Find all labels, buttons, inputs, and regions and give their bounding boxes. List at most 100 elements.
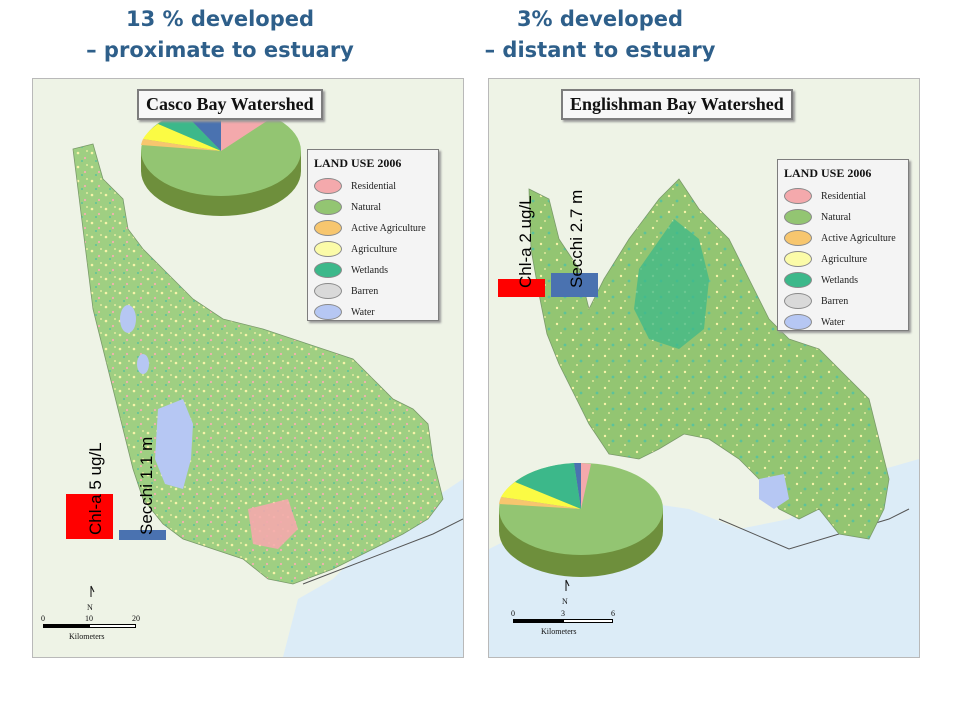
legend-item-natural: Natural (314, 199, 381, 215)
estuary-boundary-line (302, 518, 463, 585)
scale-tick-0: 0 (511, 609, 515, 618)
legend-label-water: Water (351, 306, 375, 318)
legend-item-barren: Barren (784, 293, 848, 309)
legend-label-natural: Natural (821, 211, 851, 223)
legend-swatch-natural (784, 209, 812, 225)
legend-swatch-barren (784, 293, 812, 309)
scale-bar: 0 10 20 Kilometers (41, 614, 151, 644)
pie-slice-active-agriculture (141, 139, 221, 151)
legend-item-agriculture: Agriculture (314, 241, 397, 257)
legend-label-residential: Residential (821, 190, 866, 202)
englishman-bay-map-panel: Englishman Bay Watershed LAND USE 2006 R… (488, 78, 920, 658)
legend-label-barren: Barren (351, 285, 379, 297)
pie-slice-wetlands (515, 463, 581, 509)
legend-item-agriculture: Agriculture (784, 251, 867, 267)
legend-item-residential: Residential (784, 188, 866, 204)
pie-slice-wetlands (158, 112, 221, 151)
bay-water (759, 474, 789, 509)
legend-label-active-agriculture: Active Agriculture (351, 222, 426, 234)
scale-tick-20: 20 (132, 614, 140, 623)
legend-label-agriculture: Agriculture (351, 243, 398, 255)
legend-item-residential: Residential (314, 178, 396, 194)
legend-swatch-residential (314, 178, 342, 194)
legend-title: LAND USE 2006 (784, 166, 872, 180)
left-heading: 13 % developed – proximate to estuary (60, 4, 380, 66)
legend-label-active-agriculture: Active Agriculture (821, 232, 896, 244)
legend-swatch-agriculture (784, 251, 812, 267)
north-arrow: N (85, 585, 97, 612)
legend-label-barren: Barren (821, 295, 849, 307)
secchi-bar (119, 530, 166, 540)
legend-item-natural: Natural (784, 209, 851, 225)
left-heading-line1: 13 % developed (125, 7, 315, 31)
legend-label-water: Water (821, 316, 845, 328)
scale-segment-light (563, 619, 613, 623)
pie-slice-water (574, 462, 581, 509)
legend-item-active-agriculture: Active Agriculture (784, 230, 896, 246)
legend-swatch-residential (784, 188, 812, 204)
legend-label-residential: Residential (351, 180, 396, 192)
casco-bay-map-panel: Casco Bay Watershed LAND USE 2006 Reside… (32, 78, 464, 658)
chl-a-label: Chl-a 5 ug/L (86, 442, 105, 535)
scale-segment-light (89, 624, 136, 628)
north-arrow-icon (565, 579, 570, 591)
legend-item-water: Water (314, 304, 375, 320)
pie-slice-active-agriculture (499, 497, 581, 509)
land-use-pie-chart (141, 106, 301, 216)
secchi-bar (551, 273, 598, 297)
legend-title: LAND USE 2006 (314, 156, 402, 170)
scale-unit: Kilometers (541, 627, 577, 636)
legend-item-active-agriculture: Active Agriculture (314, 220, 426, 236)
residential-area (248, 499, 298, 549)
scale-tick-0: 0 (41, 614, 45, 623)
central-wetland (634, 219, 709, 349)
legend-label-wetlands: Wetlands (351, 264, 388, 276)
legend-label-natural: Natural (351, 201, 381, 213)
scale-segment-dark (513, 619, 563, 623)
scale-tick-6: 6 (611, 609, 615, 618)
small-lake (120, 305, 136, 333)
watershed-shape (528, 178, 890, 540)
secchi-label: Secchi 1.1 m (137, 436, 156, 535)
chl-a-bar (498, 279, 545, 297)
legend-label-wetlands: Wetlands (821, 274, 858, 286)
land-use-pie-chart (499, 462, 663, 577)
scale-unit: Kilometers (69, 632, 105, 641)
scale-tick-3: 3 (561, 609, 565, 618)
legend-swatch-wetlands (784, 272, 812, 288)
scale-segment-dark (43, 624, 89, 628)
legend-swatch-wetlands (314, 262, 342, 278)
left-heading-line2: – proximate to estuary (86, 38, 354, 62)
legend-item-wetlands: Wetlands (784, 272, 858, 288)
legend-item-barren: Barren (314, 283, 378, 299)
legend-swatch-water (784, 314, 812, 330)
legend-swatch-agriculture (314, 241, 342, 257)
north-label: N (87, 603, 93, 612)
legend-swatch-active-agriculture (314, 220, 342, 236)
right-heading-line2: – distant to estuary (484, 38, 716, 62)
sebago-lake (155, 399, 193, 489)
chl-a-bar (66, 494, 113, 539)
pie-slice-agriculture (143, 124, 221, 151)
north-arrow: N (560, 579, 572, 606)
legend-item-wetlands: Wetlands (314, 262, 388, 278)
legend-swatch-water (314, 304, 342, 320)
chl-a-label: Chl-a 2 ug/L (516, 195, 535, 288)
secchi-label: Secchi 2.7 m (567, 189, 586, 288)
legend-label-agriculture: Agriculture (821, 253, 868, 265)
casco-bay-legend: LAND USE 2006 Residential Natural Active… (307, 149, 439, 321)
north-label: N (562, 597, 568, 606)
north-arrow-icon (90, 585, 95, 597)
scale-bar: 0 3 6 Kilometers (511, 609, 621, 639)
englishman-bay-title: Englishman Bay Watershed (561, 89, 793, 120)
pie-slice-agriculture (501, 482, 581, 509)
right-heading: 3% developed – distant to estuary (440, 4, 760, 66)
englishman-bay-legend: LAND USE 2006 Residential Natural Active… (777, 159, 909, 331)
legend-swatch-natural (314, 199, 342, 215)
legend-swatch-barren (314, 283, 342, 299)
legend-swatch-active-agriculture (784, 230, 812, 246)
small-lake-2 (137, 354, 149, 374)
right-heading-line1: 3% developed (516, 7, 684, 31)
scale-tick-10: 10 (85, 614, 93, 623)
legend-item-water: Water (784, 314, 845, 330)
